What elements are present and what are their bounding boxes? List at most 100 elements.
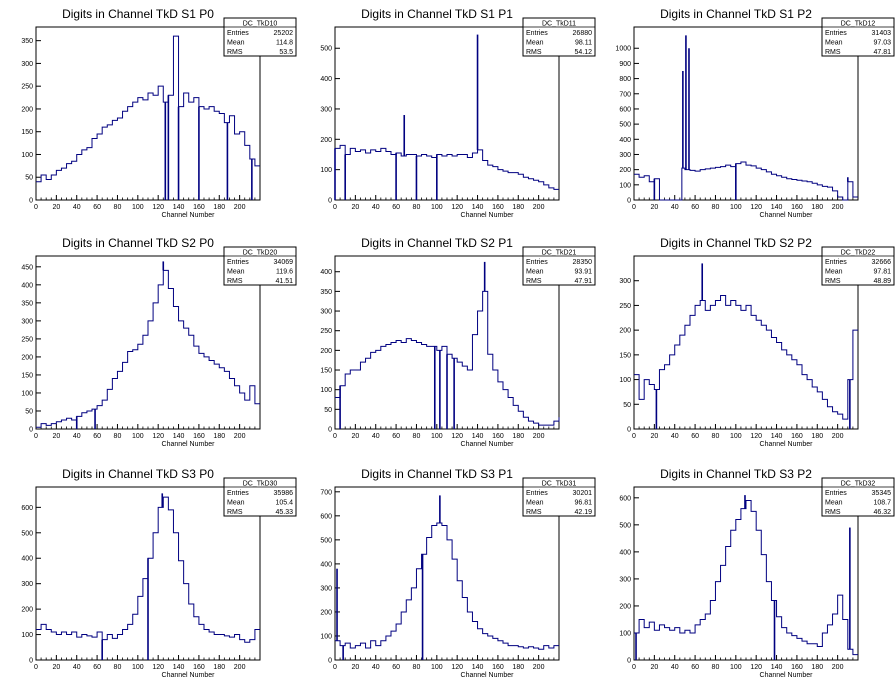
x-tick-label: 60 [93,664,101,671]
x-tick-label: 200 [832,664,844,671]
x-tick-label: 180 [512,664,524,671]
y-tick-label: 300 [21,61,33,68]
x-axis-label: Channel Number [461,441,515,448]
y-tick-label: 300 [21,318,33,325]
chart-title: Digits in Channel TkD S1 P1 [361,7,513,21]
x-tick-label: 40 [73,433,81,440]
x-tick-label: 140 [771,433,783,440]
x-tick-label: 200 [234,664,246,671]
y-tick-label: 0 [29,658,33,665]
y-tick-label: 200 [619,603,631,610]
x-tick-label: 80 [413,664,421,671]
histogram-panel-TkD11: Digits in Channel TkD S1 P1 0 20 40 60 80 100 1… [320,7,596,219]
x-tick-label: 100 [730,204,742,211]
y-tick-label: 100 [21,152,33,159]
x-tick-label: 40 [73,204,81,211]
x-tick-label: 180 [213,664,225,671]
stats-label: RMS [227,278,243,285]
y-tick-label: 50 [324,407,332,414]
histogram-line [36,35,260,183]
y-tick-label: 250 [21,84,33,91]
x-tick-label: 140 [173,433,185,440]
x-tick-label: 180 [213,433,225,440]
y-tick-label: 250 [619,303,631,310]
x-tick-label: 20 [52,664,60,671]
x-tick-label: 40 [671,204,679,211]
y-tick-label: 50 [623,402,631,409]
x-tick-label: 120 [152,204,164,211]
stats-value: 96.81 [574,500,592,507]
x-tick-label: 100 [730,664,742,671]
x-tick-label: 120 [750,433,762,440]
stats-label: Entries [227,490,249,497]
stats-box: DC_TkD22 Entries 32666 Mean 97.81 RMS 48.89 [821,246,895,286]
y-tick-label: 300 [320,585,332,592]
y-tick-label: 100 [619,377,631,384]
x-tick-label: 180 [811,664,823,671]
x-tick-label: 160 [791,433,803,440]
chart-title: Digits in Channel TkD S2 P2 [660,236,812,250]
y-tick-label: 350 [21,38,33,45]
stats-box-frame [223,477,297,517]
x-tick-label: 60 [392,664,400,671]
y-tick-label: 400 [320,76,332,83]
x-tick-label: 200 [533,204,545,211]
histogram-panel-TkD21: Digits in Channel TkD S2 P1 0 20 40 60 80 100 1… [320,236,596,448]
stats-label: RMS [227,509,243,516]
y-tick-label: 50 [25,175,33,182]
stats-label: Entries [825,490,847,497]
y-tick-label: 400 [619,137,631,144]
x-tick-label: 80 [413,204,421,211]
stats-label: Entries [526,490,548,497]
stats-label: Mean [825,40,843,47]
stats-label: Mean [526,40,544,47]
y-tick-label: 0 [29,427,33,434]
x-axis-label: Channel Number [760,441,814,448]
x-tick-label: 80 [114,664,122,671]
stats-label: RMS [526,49,542,56]
x-tick-label: 180 [512,433,524,440]
stats-box-frame [223,17,297,57]
y-tick-label: 500 [21,530,33,537]
x-tick-label: 200 [832,204,844,211]
y-tick-label: 100 [619,182,631,189]
histogram-line [335,144,559,190]
stats-title: DC_TkD30 [243,481,278,488]
x-tick-label: 120 [152,664,164,671]
y-tick-label: 300 [619,576,631,583]
stats-title: DC_TkD32 [841,481,876,488]
y-tick-label: 100 [320,387,332,394]
x-tick-label: 60 [691,433,699,440]
y-tick-label: 100 [21,632,33,639]
x-tick-label: 0 [34,204,38,211]
histogram-line [634,295,858,420]
x-tick-label: 200 [234,433,246,440]
x-axis-label: Channel Number [162,212,216,219]
y-tick-label: 200 [619,167,631,174]
x-tick-label: 20 [650,433,658,440]
chart-title: Digits in Channel TkD S2 P0 [62,236,214,250]
y-tick-label: 400 [320,561,332,568]
y-tick-label: 800 [619,76,631,83]
x-tick-label: 140 [771,664,783,671]
x-tick-label: 200 [832,433,844,440]
histogram-line [634,500,858,656]
stats-title: DC_TkD10 [243,21,278,28]
y-tick-label: 450 [21,264,33,271]
stats-label: RMS [526,509,542,516]
stats-label: Mean [526,500,544,507]
chart-title: Digits in Channel TkD S1 P2 [660,7,812,21]
y-tick-label: 150 [320,368,332,375]
stats-label: RMS [825,278,841,285]
x-tick-label: 160 [492,204,504,211]
y-tick-label: 200 [320,348,332,355]
stats-value: 97.03 [873,40,891,47]
x-tick-label: 120 [750,664,762,671]
x-tick-label: 160 [791,204,803,211]
x-tick-label: 180 [811,433,823,440]
stats-value: 54.12 [574,49,592,56]
x-tick-label: 140 [173,204,185,211]
y-tick-label: 100 [21,390,33,397]
stats-value: 114.8 [276,40,293,47]
